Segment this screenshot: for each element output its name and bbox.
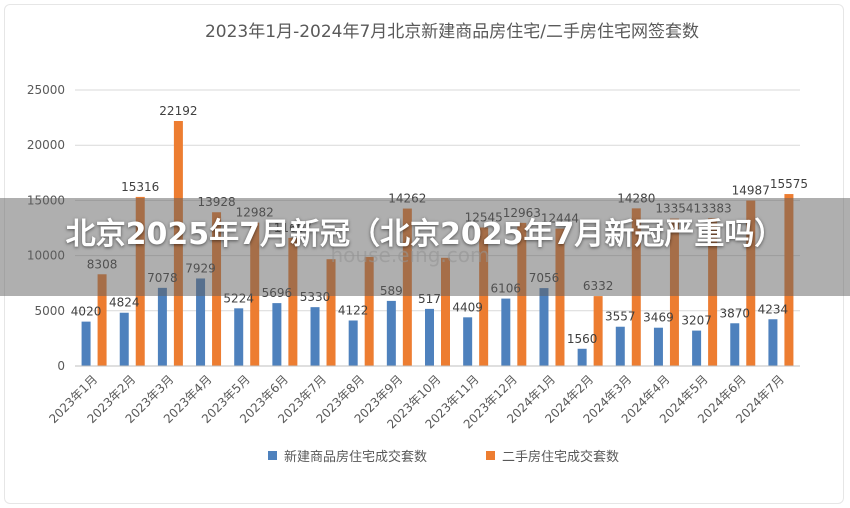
bar-second-hand xyxy=(479,227,489,366)
legend: 新建商品房住宅成交套数 二手房住宅成交套数 xyxy=(268,449,619,465)
data-label: 1560 xyxy=(567,332,598,346)
bar-second-hand xyxy=(97,274,107,366)
data-label: 4234 xyxy=(758,302,789,316)
bar-new-home xyxy=(615,326,625,366)
bar-second-hand xyxy=(441,257,450,366)
bar-second-hand xyxy=(593,296,603,366)
data-label: 3207 xyxy=(681,314,712,328)
y-tick-label: 20000 xyxy=(27,138,65,152)
bar-second-hand xyxy=(555,228,565,366)
bar-new-home xyxy=(157,287,167,366)
bar-new-home xyxy=(348,320,358,366)
overlay-banner xyxy=(0,198,850,296)
data-label: 14987 xyxy=(732,184,770,198)
bar-new-home xyxy=(692,330,702,366)
data-label: 4020 xyxy=(71,305,102,319)
data-label: 22192 xyxy=(159,104,197,118)
data-label: 4122 xyxy=(338,303,369,317)
bar-new-home xyxy=(653,327,663,366)
overlay-headline: 北京2025年7月新冠（北京2025年7月新冠严重吗） xyxy=(65,217,785,252)
data-label: 3870 xyxy=(719,306,750,320)
legend-label: 二手房住宅成交套数 xyxy=(502,449,619,465)
data-label: 3469 xyxy=(643,311,674,325)
data-label: 4409 xyxy=(452,300,483,314)
y-tick-label: 5000 xyxy=(34,304,65,318)
bar-new-home xyxy=(501,298,511,366)
bar-second-hand xyxy=(288,237,298,366)
bar-new-home xyxy=(234,308,244,366)
y-tick-label: 25000 xyxy=(27,83,65,97)
bar-new-home xyxy=(730,323,740,366)
bar-new-home xyxy=(272,303,282,366)
chart-title: 2023年1月-2024年7月北京新建商品房住宅/二手房住宅网签套数 xyxy=(205,22,699,42)
bar-new-home xyxy=(119,312,129,366)
bar-new-home xyxy=(425,308,434,366)
bar-new-home xyxy=(463,317,473,366)
bar-second-hand xyxy=(364,256,374,366)
legend-swatch xyxy=(486,451,495,460)
bar-new-home xyxy=(768,319,778,366)
y-tick-label: 0 xyxy=(57,359,65,373)
data-label: 4824 xyxy=(109,296,140,310)
legend-label: 新建商品房住宅成交套数 xyxy=(284,449,427,465)
x-axis: 2023年1月2023年2月2023年3月2023年4月2023年5月2023年… xyxy=(46,365,800,431)
bar-new-home xyxy=(386,300,396,366)
data-label: 15316 xyxy=(121,180,159,194)
bar-new-home xyxy=(577,348,587,366)
bar-new-home xyxy=(196,278,206,366)
bar-new-home xyxy=(539,288,549,366)
bar-new-home xyxy=(310,307,320,366)
data-label: 15575 xyxy=(770,177,808,191)
bar-new-home xyxy=(81,321,91,366)
legend-swatch xyxy=(268,451,277,460)
data-label: 3557 xyxy=(605,310,636,324)
bar-second-hand xyxy=(326,259,336,366)
